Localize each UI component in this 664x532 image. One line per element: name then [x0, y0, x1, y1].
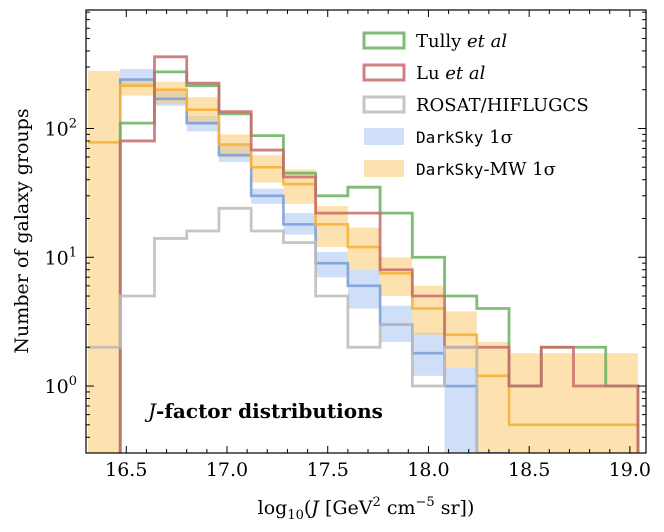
band-1-bin-9 — [380, 257, 413, 297]
x-tick-label-4: 18.5 — [508, 459, 550, 481]
y-axis-label: Number of galaxy groups — [11, 108, 33, 353]
x-axis-label: log10(J [GeV2 cm−5 sr]) — [258, 495, 475, 523]
legend-swatch-2 — [362, 95, 406, 114]
plot-frame — [85, 9, 647, 454]
band-1-bin-15 — [573, 353, 606, 453]
legend-label-1: Lu et al — [416, 63, 486, 84]
band-0-bin-11 — [444, 367, 477, 453]
legend-label-0: Tully et al — [416, 31, 507, 52]
band-1-bin-11 — [444, 311, 477, 368]
x-tick-label-1: 17.0 — [206, 459, 248, 481]
y-tick-label-0: 100 — [45, 374, 77, 398]
band-1-bin-2 — [154, 81, 187, 104]
series-line-1 — [118, 55, 640, 453]
x-tick-label-3: 18.0 — [407, 459, 449, 481]
y-tick-label-2: 102 — [45, 116, 77, 140]
axis-ticks: 16.5 17.0 17.5 18.0 18.5 19.0 100 101 102 — [45, 10, 651, 481]
legend-swatch-4 — [364, 160, 404, 177]
band-median-1 — [88, 84, 640, 453]
x-tick-label-0: 16.5 — [105, 459, 147, 481]
band-0-bin-8 — [347, 269, 381, 309]
band-1-bin-16 — [605, 353, 638, 453]
series-line-2 — [88, 206, 479, 453]
legend-label-4: DarkSky-MW 1σ — [416, 159, 556, 180]
legend: Tully et al Lu et al ROSAT/HIFLUGCS DarkSky… — [362, 31, 589, 180]
band-1-bin-0 — [88, 70, 121, 453]
band-0-bin-7 — [315, 251, 348, 278]
band-1-bin-1 — [120, 79, 155, 96]
plot-area — [88, 55, 640, 453]
legend-label-2: ROSAT/HIFLUGCS — [416, 95, 589, 116]
band-1-bin-14 — [541, 353, 574, 453]
legend-swatch-1 — [362, 63, 406, 82]
band-1-bin-6 — [283, 169, 316, 204]
x-tick-label-2: 17.5 — [307, 459, 349, 481]
band-1-bin-8 — [347, 227, 381, 270]
band-1-bin-5 — [251, 155, 284, 183]
band-1-bin-13 — [509, 353, 542, 453]
x-tick-label-5: 19.0 — [609, 459, 651, 481]
legend-swatch-3 — [364, 128, 404, 145]
legend-label-3: DarkSky 1σ — [416, 127, 513, 148]
annotation: J-factor distributions — [144, 399, 383, 423]
band-1-bin-10 — [412, 285, 445, 335]
band-1-bin-12 — [476, 341, 510, 453]
y-tick-label-1: 101 — [45, 245, 77, 269]
legend-swatch-0 — [362, 31, 406, 50]
